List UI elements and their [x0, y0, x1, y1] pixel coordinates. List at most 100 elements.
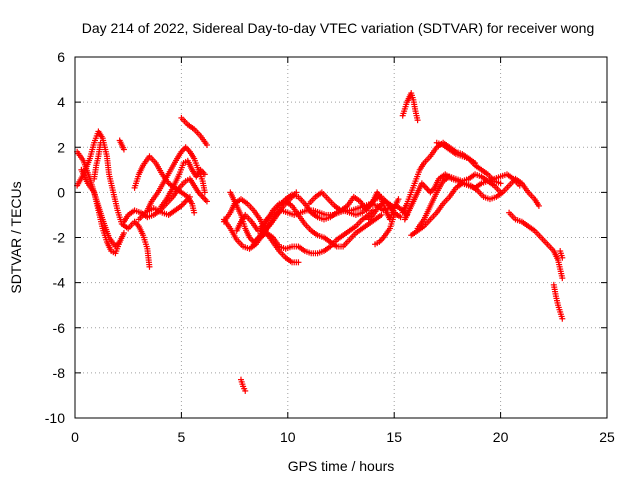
data-point-fill — [441, 195, 451, 205]
data-point-fill — [185, 159, 195, 172]
x-axis-label: GPS time / hours — [288, 458, 395, 474]
data-point — [201, 189, 208, 196]
data-point-fill — [384, 199, 394, 208]
data-point-fill — [475, 188, 485, 199]
x-tick-label: 25 — [599, 429, 615, 445]
series-a11 — [178, 114, 210, 148]
data-point-fill — [170, 173, 182, 189]
data-point — [201, 171, 208, 178]
chart-title: Day 214 of 2022, Sidereal Day-to-day VTE… — [82, 20, 595, 36]
data-point-fill — [417, 161, 426, 172]
y-tick-label: -10 — [45, 410, 65, 426]
data-point — [472, 160, 479, 167]
data-point — [497, 189, 504, 196]
data-point-fill — [323, 214, 332, 222]
data-point — [97, 139, 104, 146]
data-point-fill — [278, 244, 287, 252]
y-tick-label: 0 — [57, 184, 65, 200]
data-point-fill — [511, 177, 522, 187]
series-a2 — [74, 128, 153, 270]
series-a3 — [78, 166, 127, 257]
data-point — [516, 182, 523, 189]
data-point — [535, 202, 542, 209]
data-point-fill — [79, 168, 90, 185]
data-point-fill — [196, 190, 205, 199]
data-point-fill — [402, 209, 412, 221]
series-a26 — [433, 139, 479, 167]
data-point-fill — [156, 179, 167, 194]
data-point-fill — [249, 220, 260, 232]
data-point-fill — [277, 249, 288, 260]
data-point — [295, 259, 302, 266]
data-point — [203, 141, 210, 148]
data-point-fill — [187, 177, 197, 187]
data-point-fill — [551, 284, 559, 297]
data-point-fill — [455, 151, 464, 159]
data-point-fill — [243, 227, 252, 239]
data-point-fill — [164, 186, 175, 201]
data-point-fill — [243, 213, 254, 224]
data-point-fill — [364, 200, 375, 212]
data-point-fill — [526, 224, 537, 233]
data-point-fill — [467, 156, 477, 165]
data-point-fill — [322, 235, 332, 244]
data-point — [146, 263, 153, 270]
x-tick-label: 10 — [280, 429, 296, 445]
series-a27 — [506, 209, 566, 282]
data-point — [397, 214, 404, 221]
y-tick-label: 6 — [57, 49, 65, 65]
y-tick-label: 4 — [57, 94, 65, 110]
data-point-fill — [133, 208, 142, 215]
data-point-fill — [480, 167, 490, 177]
data-point-fill — [232, 200, 244, 217]
data-point — [378, 211, 385, 218]
data-point-fill — [136, 225, 146, 237]
data-point-fill — [95, 141, 104, 158]
data-point-fill — [448, 147, 458, 156]
y-tick-label: -4 — [53, 275, 66, 291]
data-point-fill — [339, 204, 349, 213]
data-point-fill — [271, 236, 282, 248]
data-point — [186, 193, 193, 200]
data-point-fill — [328, 240, 339, 249]
data-point — [395, 196, 402, 203]
data-point — [372, 241, 379, 248]
series-a29 — [557, 248, 566, 261]
y-tick-label: -8 — [53, 365, 66, 381]
series-a5 — [116, 137, 127, 153]
data-point — [120, 229, 127, 236]
data-point-fill — [309, 228, 319, 238]
data-point-fill — [162, 168, 173, 183]
data-point-fill — [117, 231, 127, 244]
data-point — [242, 387, 249, 394]
data-point-fill — [352, 195, 362, 204]
data-point-fill — [307, 195, 317, 205]
series-a18 — [257, 191, 404, 232]
x-tick-label: 20 — [493, 429, 509, 445]
data-point-fill — [177, 162, 186, 176]
data-points — [74, 90, 566, 394]
data-point-fill — [400, 202, 410, 214]
x-tick-label: 15 — [386, 429, 402, 445]
data-point — [414, 117, 421, 124]
data-point — [191, 209, 198, 216]
x-axis-ticks: 0 5 10 15 20 25 — [71, 57, 615, 445]
data-point-fill — [222, 218, 233, 230]
data-point-fill — [117, 139, 127, 151]
data-point-fill — [144, 248, 153, 268]
x-tick-label: 5 — [178, 429, 186, 445]
data-point-fill — [126, 208, 136, 217]
series-a9 — [144, 144, 208, 214]
data-point-fill — [132, 173, 142, 189]
data-point-fill — [411, 191, 420, 203]
data-point-fill — [354, 226, 364, 235]
data-point-fill — [258, 218, 269, 230]
data-point-fill — [428, 186, 437, 194]
data-point-fill — [153, 161, 165, 176]
data-point-fill — [404, 191, 414, 205]
data-point-fill — [136, 164, 146, 176]
data-point-fill — [415, 218, 426, 230]
data-point-fill — [454, 181, 464, 190]
data-point-fill — [198, 134, 209, 147]
